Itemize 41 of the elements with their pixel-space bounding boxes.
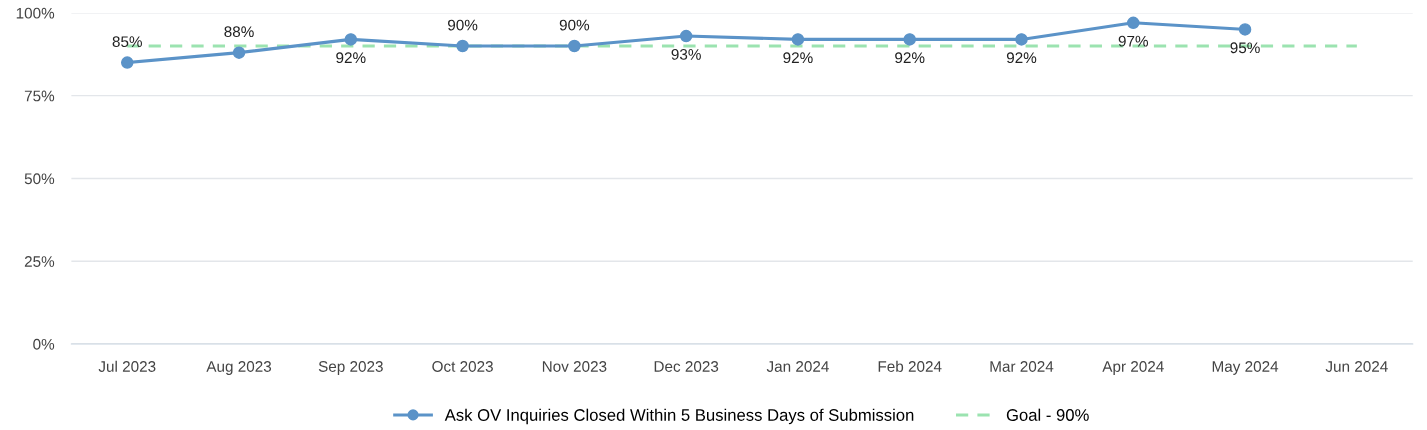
x-tick-label: Mar 2024: [990, 361, 1054, 372]
data-label: 85%: [112, 36, 142, 48]
x-tick-label: Oct 2023: [432, 361, 493, 372]
point: [1238, 23, 1252, 36]
x-tick-label: Aug 2023: [206, 361, 272, 375]
y-tick-label: 50%: [24, 173, 55, 185]
data-label: 92%: [1006, 52, 1037, 64]
data-label: 97%: [1118, 35, 1149, 47]
x-tick-label: Jun 2024: [1325, 361, 1388, 372]
y-tick-label: 0%: [33, 338, 55, 350]
x-tick-label: Dec 2023: [654, 361, 719, 372]
point: [791, 33, 805, 46]
point: [679, 29, 693, 43]
data-label: 92%: [336, 52, 366, 64]
y-tick-label: 75%: [24, 90, 55, 102]
point: [903, 33, 916, 46]
data-label: 90%: [448, 19, 478, 31]
x-tick-label: Feb 2024: [878, 360, 942, 372]
point: [120, 56, 134, 69]
data-label: 88%: [224, 26, 254, 38]
legend-label: Goal - 90%: [1006, 408, 1089, 421]
data-label: 93%: [671, 48, 701, 60]
y-tick-label: 25%: [24, 256, 55, 267]
x-tick-label: Sep 2023: [318, 361, 383, 375]
point: [232, 46, 246, 59]
point: [1015, 33, 1028, 46]
data-label: 92%: [895, 52, 925, 64]
y-tick-label: 100%: [16, 7, 55, 19]
point: [456, 39, 469, 53]
legend-label: Ask OV Inquiries Closed Within 5 Business Days of Submission: [444, 408, 914, 425]
data-label: 92%: [783, 52, 813, 64]
x-tick-label: Jan 2024: [766, 361, 829, 372]
x-tick-label: Jul 2023: [98, 360, 156, 372]
point: [344, 33, 358, 46]
data-label: 90%: [559, 19, 590, 31]
x-tick-label: Apr 2024: [1102, 361, 1164, 375]
x-tick-label: May 2024: [1212, 361, 1279, 375]
point: [1127, 16, 1140, 30]
point: [568, 39, 581, 53]
data-label: 95%: [1230, 42, 1260, 54]
x-tick-label: Nov 2023: [542, 361, 607, 372]
